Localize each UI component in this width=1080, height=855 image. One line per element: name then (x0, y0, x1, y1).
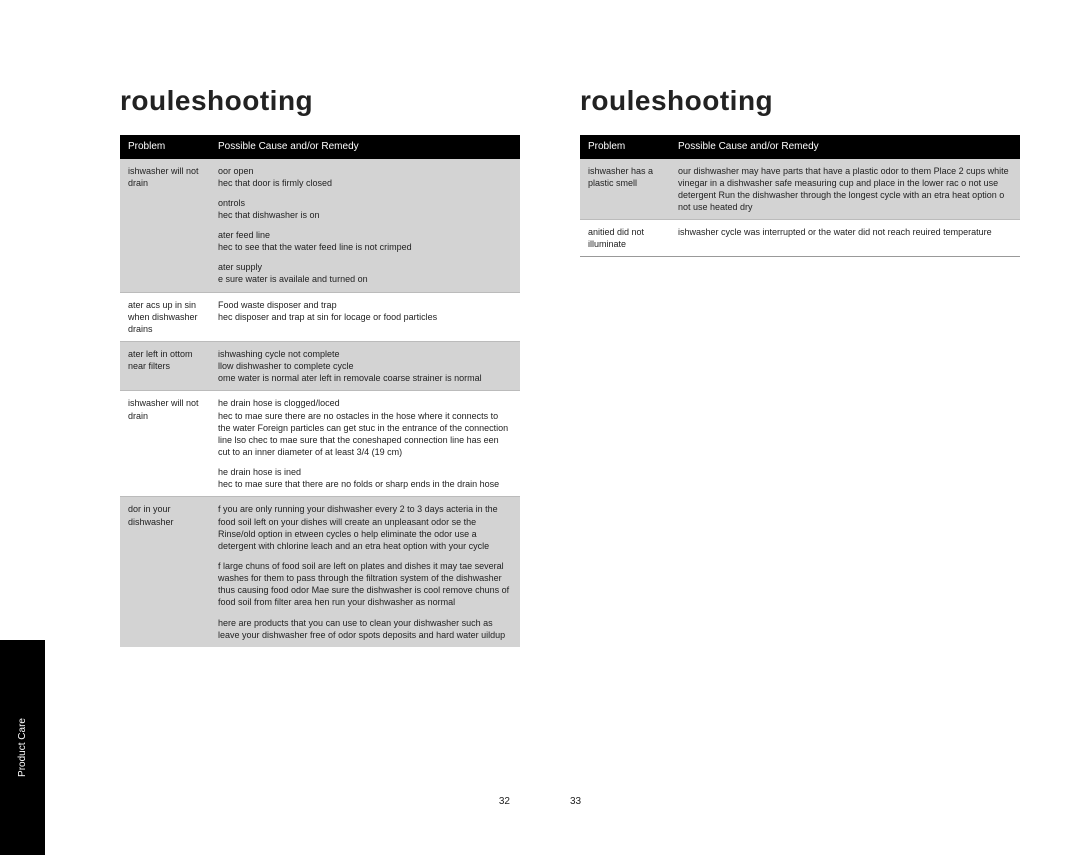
page-number-right: 33 (570, 796, 581, 807)
col-problem: Problem (120, 135, 210, 159)
cell-problem: anitied did not illuminate (580, 220, 670, 257)
cell-problem: dor in your dishwasher (120, 497, 210, 647)
table-row: anitied did not illuminate ishwasher cycl… (580, 220, 1020, 257)
table-header-row: Problem Possible Cause and/or Remedy (120, 135, 520, 159)
cell-remedy: ishwashing cycle not completellow dishwa… (210, 342, 520, 391)
remedy-block: ontrolshec that dishwasher is on (218, 197, 512, 221)
cell-remedy: he drain hose is clogged/locedhec to mae… (210, 391, 520, 497)
troubleshooting-table-left: Problem Possible Cause and/or Remedy ish… (120, 135, 520, 647)
heading-left: rouleshooting (120, 85, 520, 117)
table-row: ishwasher will not drainoor openhec that… (120, 159, 520, 293)
cell-remedy: ishwasher cycle was interrupted or the w… (670, 220, 1020, 257)
table-row: ishwasher will not drainhe drain hose is… (120, 391, 520, 497)
col-problem: Problem (580, 135, 670, 159)
remedy-block: f you are only running your dishwasher e… (218, 503, 512, 552)
remedy-block: ishwasher cycle was interrupted or the w… (678, 226, 1012, 238)
page-left: rouleshooting Problem Possible Cause and… (0, 0, 540, 855)
cell-remedy: f you are only running your dishwasher e… (210, 497, 520, 647)
remedy-block: ater feed linehec to see that the water … (218, 229, 512, 253)
side-tab-product-care: Product Care (0, 640, 45, 855)
page-right: rouleshooting Problem Possible Cause and… (540, 0, 1080, 855)
table-row: dor in your dishwasherf you are only run… (120, 497, 520, 647)
side-tab-label: Product Care (17, 718, 28, 777)
remedy-block: oor openhec that door is firmly closed (218, 165, 512, 189)
table-row: ishwasher has a plastic smellour dishwas… (580, 159, 1020, 220)
remedy-block: ishwashing cycle not completellow dishwa… (218, 348, 512, 384)
remedy-block: here are products that you can use to cl… (218, 617, 512, 641)
remedy-block: our dishwasher may have parts that have … (678, 165, 1012, 214)
col-remedy: Possible Cause and/or Remedy (210, 135, 520, 159)
remedy-block: he drain hose is inedhec to mae sure tha… (218, 466, 512, 490)
cell-problem: ishwasher will not drain (120, 159, 210, 293)
remedy-block: f large chuns of food soil are left on p… (218, 560, 512, 609)
cell-problem: ater left in ottom near filters (120, 342, 210, 391)
cell-remedy: oor openhec that door is firmly closed on… (210, 159, 520, 293)
table-header-row: Problem Possible Cause and/or Remedy (580, 135, 1020, 159)
col-remedy: Possible Cause and/or Remedy (670, 135, 1020, 159)
heading-right: rouleshooting (580, 85, 1020, 117)
cell-problem: ater acs up in sin when dishwasher drain… (120, 292, 210, 341)
remedy-block: Food waste disposer and traphec disposer… (218, 299, 512, 323)
cell-remedy: Food waste disposer and traphec disposer… (210, 292, 520, 341)
troubleshooting-table-right: Problem Possible Cause and/or Remedy ish… (580, 135, 1020, 257)
remedy-block: he drain hose is clogged/locedhec to mae… (218, 397, 512, 458)
remedy-block: ater supplye sure water is availale and … (218, 261, 512, 285)
cell-problem: ishwasher will not drain (120, 391, 210, 497)
cell-problem: ishwasher has a plastic smell (580, 159, 670, 220)
cell-remedy: our dishwasher may have parts that have … (670, 159, 1020, 220)
page-number-left: 32 (499, 796, 510, 807)
table-row: ater acs up in sin when dishwasher drain… (120, 292, 520, 341)
table-row: ater left in ottom near filtersishwashin… (120, 342, 520, 391)
